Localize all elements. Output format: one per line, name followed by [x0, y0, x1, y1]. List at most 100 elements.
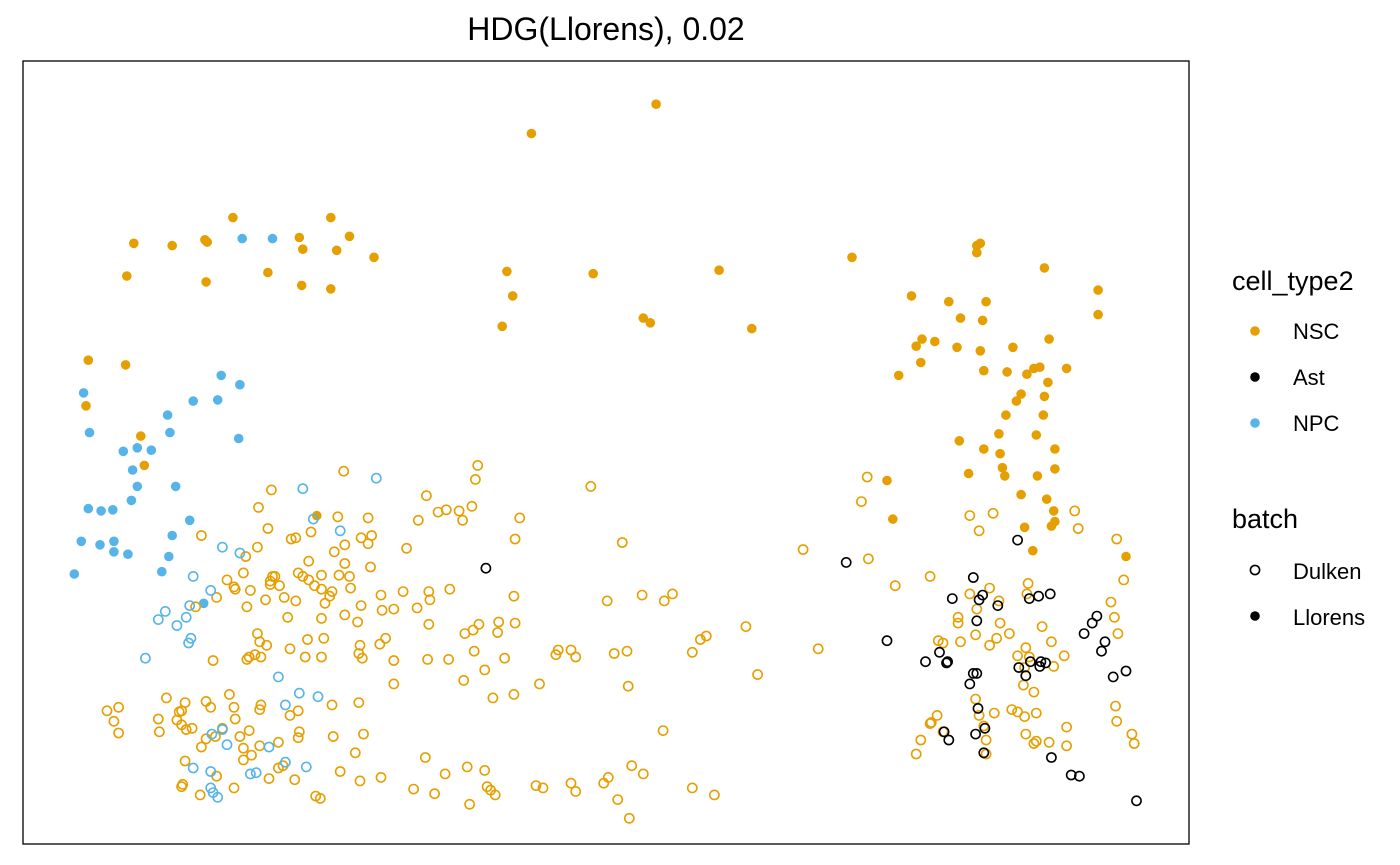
point-ast-dulken — [1033, 590, 1044, 602]
point-nsc-dulken — [251, 541, 263, 553]
point-ast-dulken — [934, 646, 945, 658]
point-nsc-dulken — [292, 732, 304, 744]
point-npc-llorens — [84, 427, 95, 438]
point-nsc-dulken — [695, 634, 706, 645]
point-nsc-dulken — [508, 590, 520, 602]
point-ast-dulken — [1078, 628, 1090, 639]
point-ast-dulken — [1013, 662, 1025, 673]
point-nsc-dulken — [970, 629, 981, 641]
point-nsc-llorens — [201, 277, 211, 287]
point-nsc-dulken — [432, 506, 444, 518]
point-nsc-dulken — [856, 496, 867, 507]
point-npc-dulken — [185, 632, 197, 644]
point-nsc-dulken — [955, 636, 966, 648]
point-ast-dulken — [1035, 656, 1047, 668]
point-ast-dulken — [978, 747, 990, 759]
point-ast-dulken — [1091, 610, 1103, 622]
point-nsc-dulken — [667, 588, 678, 600]
point-nsc-llorens — [1044, 334, 1054, 344]
point-nsc-dulken — [255, 651, 267, 663]
point-nsc-dulken — [461, 761, 473, 773]
point-ast-dulken — [1012, 534, 1023, 546]
point-npc-llorens — [170, 481, 181, 492]
point-npc-dulken — [250, 767, 262, 779]
point-nsc-dulken — [925, 717, 937, 728]
point-npc-llorens — [123, 549, 133, 559]
point-nsc-dulken — [195, 741, 207, 753]
point-nsc-llorens — [1028, 545, 1038, 556]
point-nsc-dulken — [388, 678, 400, 690]
point-nsc-dulken — [458, 675, 470, 686]
point-nsc-dulken — [1061, 721, 1072, 733]
point-nsc-dulken — [1022, 578, 1034, 589]
point-nsc-dulken — [657, 725, 669, 736]
point-npc-llorens — [76, 536, 87, 547]
point-nsc-dulken — [229, 713, 241, 725]
point-nsc-llorens — [944, 296, 954, 307]
point-nsc-dulken — [499, 652, 510, 664]
point-nsc-dulken — [241, 601, 253, 613]
point-nsc-dulken — [1112, 628, 1124, 639]
point-nsc-llorens — [955, 313, 966, 323]
point-nsc-dulken — [472, 459, 484, 471]
point-nsc-llorens — [994, 429, 1004, 439]
point-nsc-llorens — [1121, 551, 1131, 562]
point-nsc-dulken — [302, 634, 313, 645]
point-nsc-dulken — [375, 772, 387, 783]
point-nsc-llorens — [1011, 396, 1022, 406]
point-nsc-llorens — [847, 252, 857, 263]
point-npc-llorens — [184, 515, 195, 526]
point-nsc-dulken — [362, 538, 374, 550]
point-nsc-dulken — [994, 617, 1006, 629]
legend-title-batch: batch — [1232, 504, 1298, 534]
point-nsc-dulken — [263, 773, 275, 784]
point-nsc-llorens — [979, 444, 989, 454]
point-nsc-dulken — [479, 765, 491, 776]
point-npc-llorens — [233, 433, 244, 444]
point-nsc-dulken — [444, 583, 456, 595]
point-nsc-dulken — [686, 782, 698, 794]
point-nsc-llorens — [167, 240, 177, 251]
point-nsc-llorens — [651, 99, 661, 109]
point-nsc-dulken — [332, 511, 344, 523]
point-nsc-dulken — [623, 812, 635, 824]
point-nsc-dulken — [228, 782, 240, 794]
point-nsc-dulken — [1028, 738, 1040, 749]
point-nsc-dulken — [1110, 700, 1121, 712]
point-nsc-llorens — [981, 296, 991, 307]
legend-key-npc — [1250, 418, 1260, 428]
point-nsc-dulken — [246, 749, 257, 761]
point-nsc-dulken — [272, 762, 284, 774]
legend-label-llorens: Llorens — [1293, 605, 1365, 630]
point-npc-dulken — [205, 782, 217, 794]
point-ast-dulken — [971, 668, 983, 679]
point-nsc-dulken — [339, 609, 351, 621]
data-points — [69, 99, 1142, 824]
point-nsc-llorens — [120, 360, 131, 370]
point-nsc-dulken — [1030, 735, 1042, 747]
point-nsc-llorens — [228, 212, 238, 223]
point-nsc-dulken — [459, 628, 471, 639]
point-nsc-dulken — [1043, 736, 1055, 748]
point-ast-dulken — [480, 562, 492, 574]
point-nsc-dulken — [636, 589, 648, 601]
point-nsc-dulken — [327, 731, 339, 742]
point-nsc-llorens — [1000, 471, 1010, 481]
point-nsc-dulken — [289, 774, 301, 786]
point-nsc-dulken — [612, 794, 624, 805]
point-ast-dulken — [1046, 752, 1057, 763]
point-nsc-llorens — [129, 238, 139, 249]
point-npc-dulken — [293, 687, 305, 699]
point-nsc-dulken — [952, 611, 964, 623]
point-npc-llorens — [188, 396, 198, 406]
point-nsc-llorens — [975, 346, 986, 356]
point-nsc-dulken — [326, 699, 338, 711]
point-ast-dulken — [881, 635, 893, 647]
point-nsc-dulken — [1020, 728, 1032, 740]
point-nsc-dulken — [537, 782, 549, 794]
point-nsc-dulken — [376, 604, 388, 616]
point-nsc-dulken — [1019, 662, 1030, 673]
point-nsc-dulken — [740, 621, 752, 632]
point-nsc-dulken — [274, 580, 285, 592]
point-nsc-llorens — [930, 336, 940, 347]
